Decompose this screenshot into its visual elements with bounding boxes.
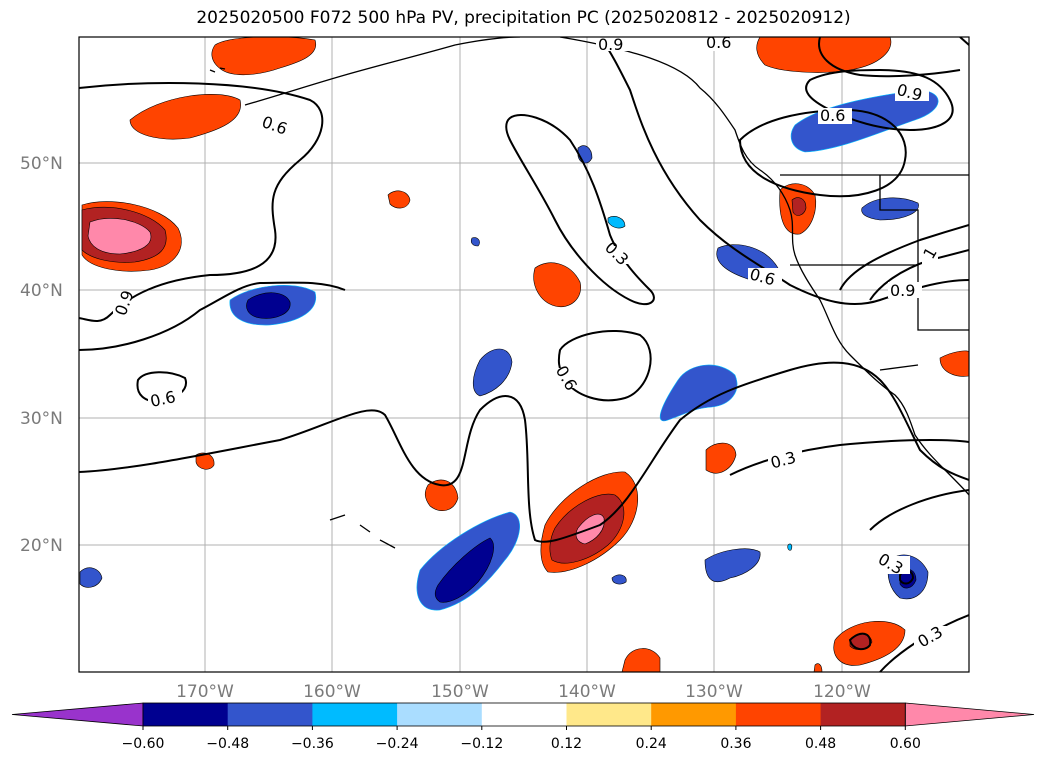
lat-label: 20°N [20, 536, 63, 556]
latitude-labels: 50°N 40°N 30°N 20°N [20, 154, 63, 556]
lat-label: 30°N [20, 409, 63, 429]
colorbar-tick-label: −0.24 [376, 736, 419, 752]
colorbar-frame [142, 702, 906, 727]
contour-label: 0.6 [706, 33, 731, 52]
lon-label: 150°W [431, 682, 489, 702]
lon-label: 160°W [303, 682, 361, 702]
contour-label: 0.6 [820, 106, 845, 125]
lat-label: 40°N [20, 281, 63, 301]
longitude-labels: 170°W 160°W 150°W 140°W 130°W 120°W [176, 682, 871, 702]
colorbar-segment [227, 703, 313, 726]
colorbar-segment [397, 703, 483, 726]
colorbar-tick-label: −0.48 [206, 736, 249, 752]
colorbar-tick-label: 0.24 [636, 736, 667, 752]
colorbar [11, 702, 1035, 727]
colorbar-tick-label: −0.36 [291, 736, 334, 752]
colorbar-tick-label: 0.36 [720, 736, 751, 752]
colorbar-tick-label: 0.12 [551, 736, 582, 752]
colorbar-extend-right [904, 702, 1035, 727]
contour-label: 0.9 [890, 281, 915, 300]
colorbar-tick-label: −0.60 [122, 736, 165, 752]
colorbar-ticks: −0.60 −0.48 −0.36 −0.24 −0.12 0.12 0.24 0.36 0.4… [122, 726, 921, 752]
contour-label: 0.6 [148, 387, 177, 411]
colorbar-segment [651, 703, 737, 726]
colorbar-tick-label: 0.48 [805, 736, 836, 752]
colorbar-segment [312, 703, 398, 726]
map-frame [78, 36, 970, 673]
contour-label: 0.9 [598, 35, 623, 54]
lat-label: 50°N [20, 154, 63, 174]
colorbar-segment [820, 703, 906, 726]
colorbar-segment [481, 703, 567, 726]
coastlines [209, 37, 969, 549]
lon-label: 170°W [176, 682, 234, 702]
lon-label: 120°W [813, 682, 871, 702]
colorbar-tick-label: −0.12 [460, 736, 503, 752]
colorbar-extend-left [11, 702, 144, 727]
colorbar-segment [566, 703, 652, 726]
figure-title: 2025020500 F072 500 hPa PV, precipitatio… [196, 8, 851, 28]
contour-labels: 0.6 0.9 0.6 0.9 0.3 0.6 0.6 0.6 0.6 0.9 … [111, 33, 948, 651]
colorbar-segment [735, 703, 822, 726]
colorbar-segment [143, 703, 229, 726]
precipitation-shading [79, 37, 969, 672]
lon-label: 140°W [558, 682, 616, 702]
colorbar-tick-label: 0.60 [890, 736, 921, 752]
lon-label: 130°W [685, 682, 743, 702]
